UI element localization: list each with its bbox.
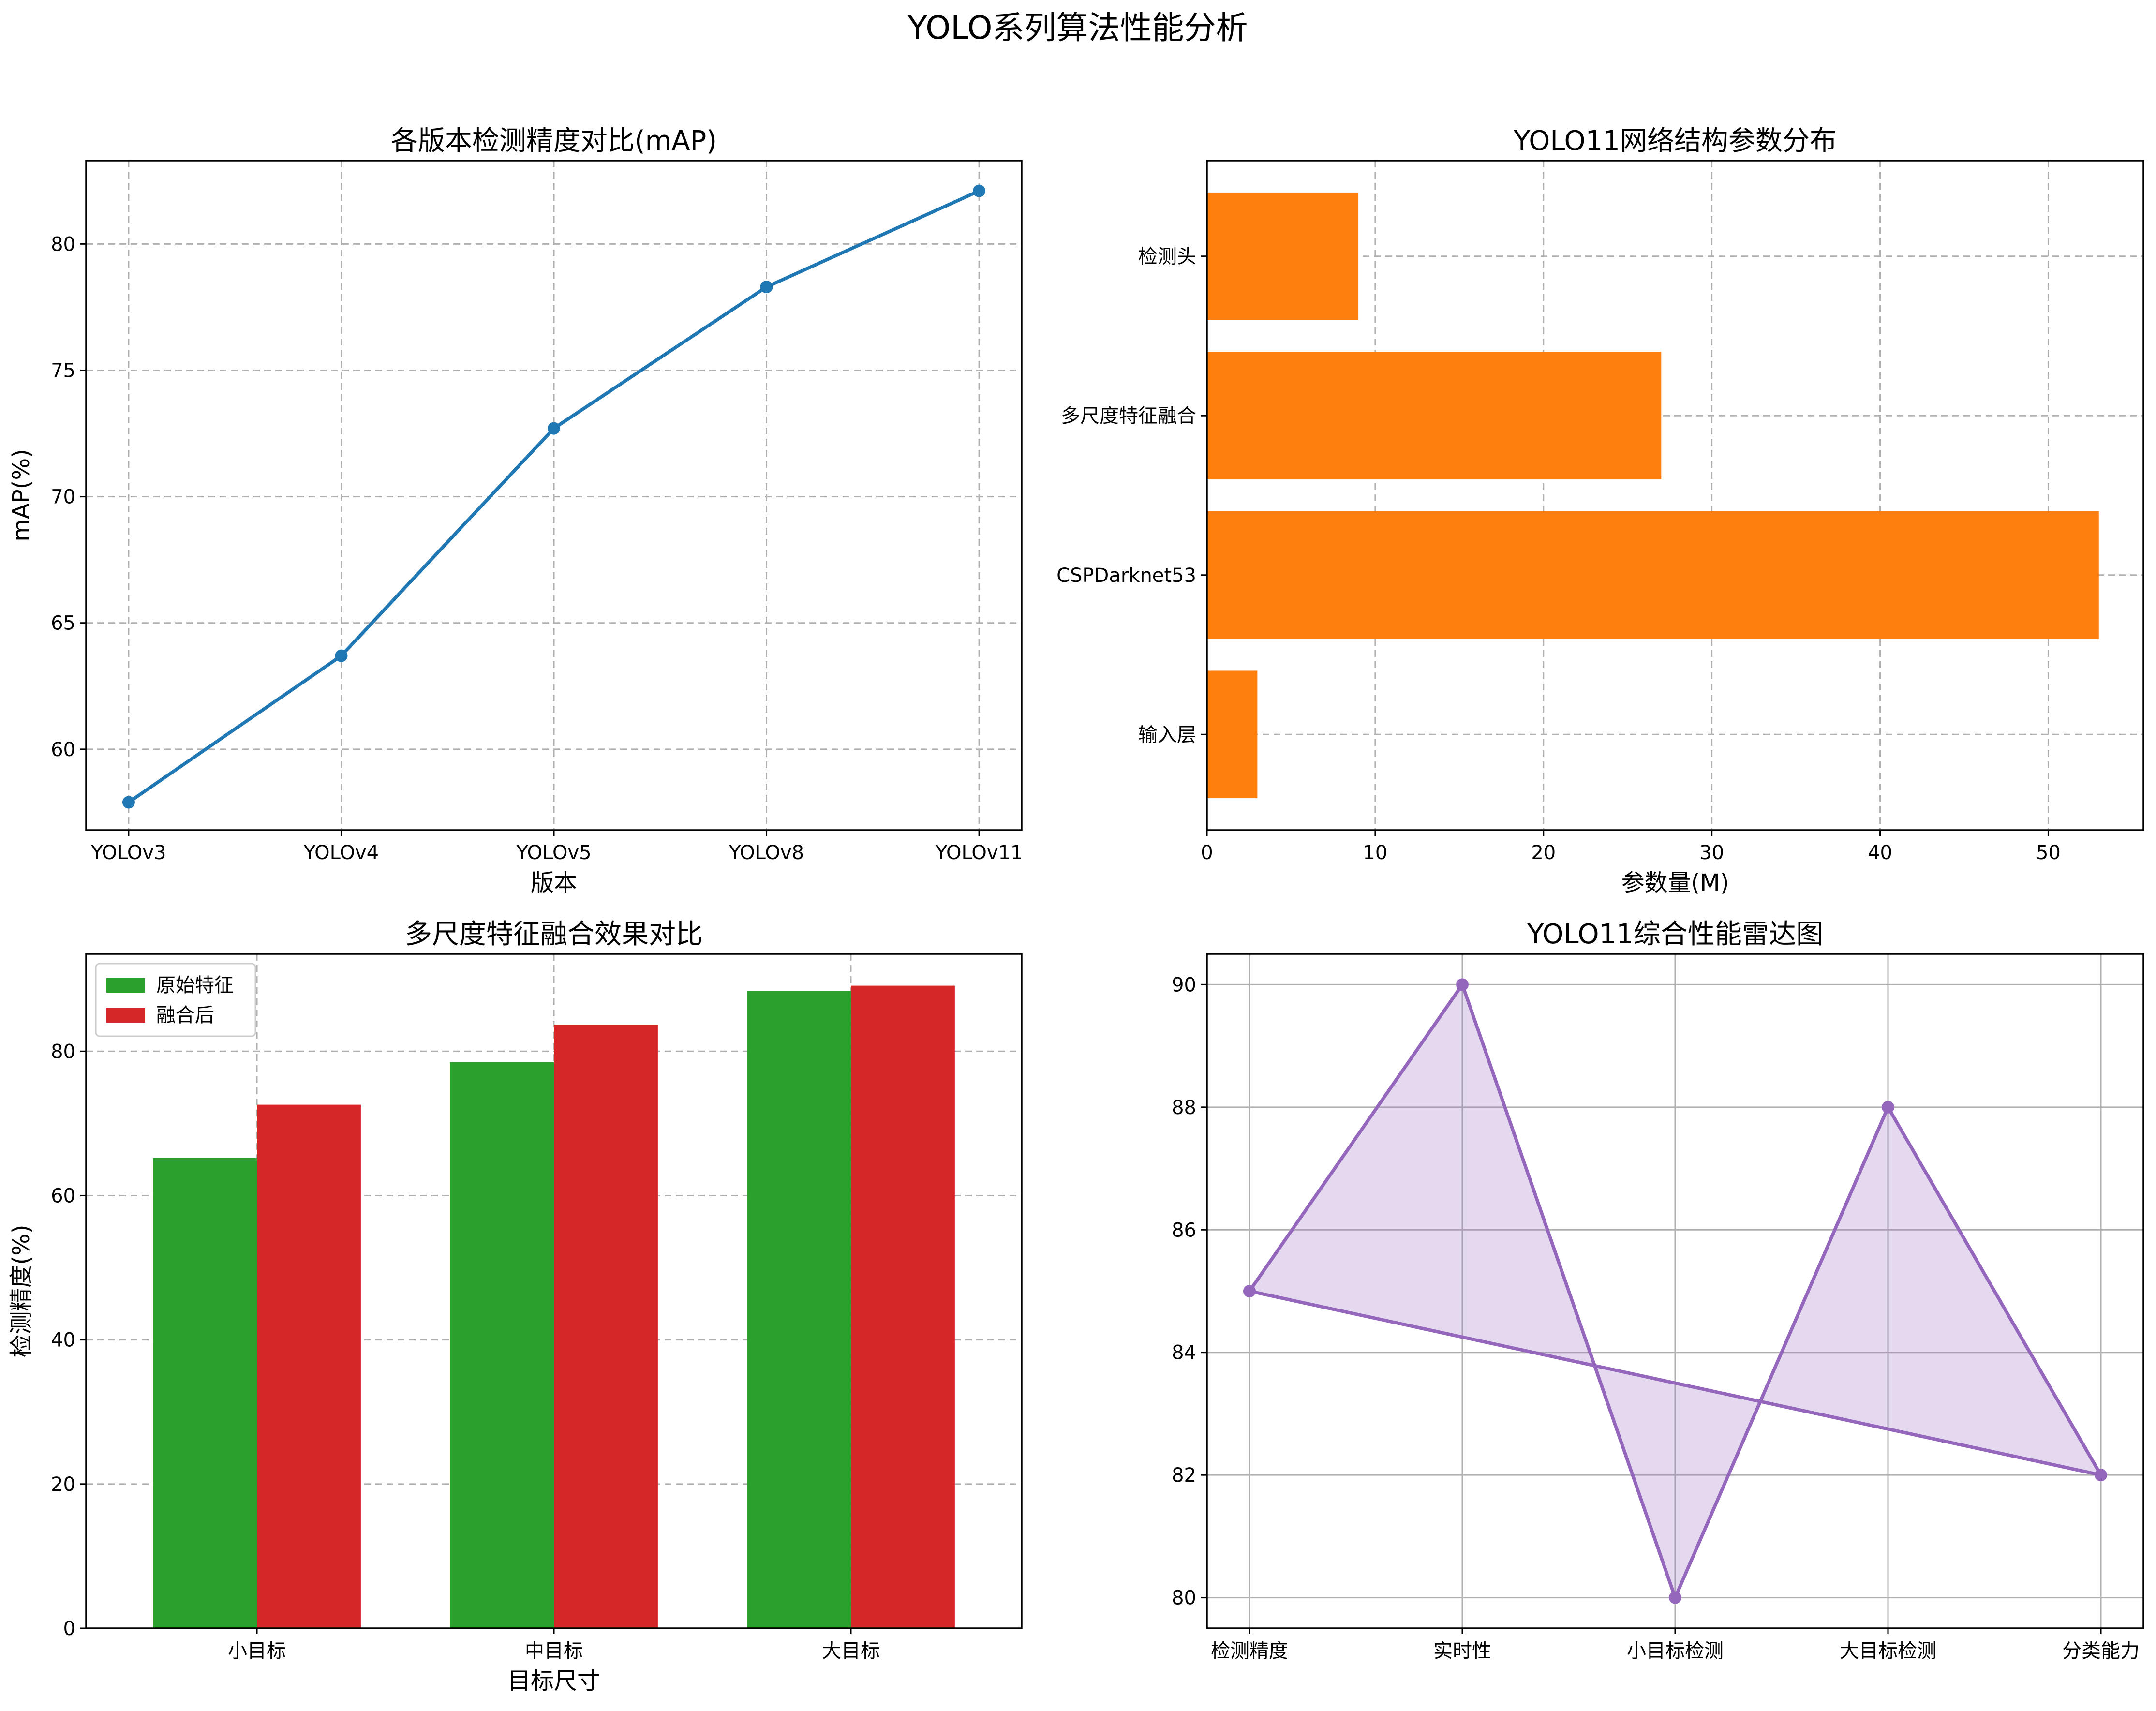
- radar-point-检测精度: [1243, 1285, 1256, 1297]
- y-tick-label-3-0: 0: [63, 1618, 75, 1640]
- chart-mAP-line: 60 65 70 75 80 YOLOv3 YOLOv4 YOLOv5 YOLOv8 YOLOv1…: [8, 125, 1023, 896]
- data-point-YOLOv8: [760, 281, 773, 294]
- y-tick-label-4-4: 88: [1172, 1097, 1196, 1119]
- axes-frame-3: [85, 953, 1023, 1629]
- y-tick-label-1-0: 60: [51, 739, 75, 761]
- x-tick-label-4-2: 小目标检测: [1627, 1640, 1724, 1662]
- legend-label-1: 融合后: [156, 1004, 214, 1027]
- data-point-YOLOv4: [335, 649, 348, 662]
- x-tick-label-1-2: YOLOv5: [516, 842, 591, 864]
- legend-label-0: 原始特征: [156, 974, 234, 997]
- y-tick-label-4-1: 82: [1172, 1464, 1196, 1487]
- radar-point-分类能力: [2095, 1469, 2107, 1482]
- radar-point-实时性: [1456, 978, 1469, 991]
- legend-swatch-1: [106, 1008, 145, 1023]
- panels: 60 65 70 75 80 YOLOv3 YOLOv4 YOLOv5 YOLOv8 YOLOv1…: [8, 125, 2144, 1695]
- x-tick-label-2-3: 30: [1699, 842, 1724, 864]
- y-tick-label-4-5: 90: [1172, 974, 1196, 996]
- data-point-YOLOv3: [122, 796, 135, 809]
- y-tick-label-3-2: 40: [51, 1329, 75, 1352]
- x-axis-label-2: 参数量(M): [1621, 869, 1729, 896]
- x-tick-label-3-0: 小目标: [228, 1640, 286, 1662]
- y-tick-label-4-2: 84: [1172, 1342, 1196, 1364]
- radar-point-小目标检测: [1669, 1591, 1681, 1604]
- x-tick-label-4-3: 大目标检测: [1840, 1640, 1936, 1662]
- y-tick-label-3-3: 60: [51, 1185, 75, 1207]
- x-tick-label-3-1: 中目标: [525, 1640, 583, 1662]
- y-tick-label-1-3: 75: [51, 359, 75, 382]
- bar-检测头: [1207, 192, 1359, 320]
- y-tick-label-4-0: 80: [1172, 1587, 1196, 1609]
- axes-title-1: 各版本检测精度对比(mAP): [391, 125, 717, 157]
- bar-融合后-小目标: [257, 1104, 361, 1628]
- x-tick-label-1-1: YOLOv4: [303, 842, 379, 864]
- x-tick-label-2-0: 0: [1201, 842, 1213, 864]
- figure-title: YOLO系列算法性能分析: [907, 9, 1248, 46]
- x-tick-label-2-1: 10: [1363, 842, 1387, 864]
- bar-输入层: [1207, 670, 1258, 799]
- radar-line: [1248, 982, 2103, 1600]
- x-tick-label-4-4: 分类能力: [2062, 1640, 2140, 1662]
- y-tick-label-1-4: 80: [51, 233, 75, 255]
- x-tick-label-1-4: YOLOv11: [935, 842, 1023, 864]
- bar-融合后-大目标: [850, 985, 955, 1628]
- data-point-YOLOv11: [973, 184, 986, 197]
- data-point-YOLOv5: [548, 422, 560, 435]
- axes-frame-4: [1206, 953, 2144, 1629]
- y-tick-label-3-4: 80: [51, 1041, 75, 1063]
- x-tick-label-4-1: 实时性: [1433, 1640, 1491, 1662]
- bar-CSPDarknet53: [1207, 511, 2099, 639]
- axes-frame-2: [1206, 160, 2144, 831]
- y-tick-label-2-3: 检测头: [1138, 246, 1196, 268]
- bar-融合后-中目标: [554, 1025, 658, 1628]
- y-tick-label-1-2: 70: [51, 486, 75, 508]
- y-tick-label-2-0: 输入层: [1138, 724, 1196, 746]
- x-tick-label-1-3: YOLOv8: [729, 842, 804, 864]
- x-tick-label-3-2: 大目标: [822, 1640, 880, 1662]
- x-axis-label-1: 版本: [531, 869, 577, 896]
- x-tick-label-1-0: YOLOv3: [90, 842, 166, 864]
- y-axis-label-3: 检测精度(%): [8, 1224, 35, 1357]
- axes-title-4: YOLO11综合性能雷达图: [1527, 919, 1823, 950]
- radar-point-大目标检测: [1882, 1101, 1894, 1114]
- chart-params-hbar: 0 10 20 30 40 50 输入层 CSPDarknet53 多尺度特征融合 检测头 YOLO…: [1056, 125, 2144, 896]
- bar-原始特征-小目标: [153, 1158, 257, 1628]
- x-tick-label-2-4: 40: [1868, 842, 1892, 864]
- radar-fill: [1249, 984, 2101, 1598]
- axes-title-3: 多尺度特征融合效果对比: [405, 919, 703, 950]
- x-axis-label-3: 目标尺寸: [507, 1667, 600, 1695]
- x-tick-label-4-0: 检测精度: [1211, 1640, 1288, 1662]
- bar-多尺度特征融合: [1207, 352, 1662, 480]
- y-tick-label-3-1: 20: [51, 1473, 75, 1496]
- bar-原始特征-中目标: [450, 1062, 554, 1628]
- y-tick-label-1-1: 65: [51, 612, 75, 635]
- y-tick-label-2-2: 多尺度特征融合: [1061, 405, 1196, 427]
- axes-frame-1: [85, 160, 1023, 831]
- y-tick-label-4-3: 86: [1172, 1219, 1196, 1241]
- x-tick-label-2-2: 20: [1531, 842, 1556, 864]
- y-axis-label-1: mAP(%): [8, 449, 35, 542]
- legend-swatch-0: [106, 978, 145, 993]
- axes-title-2: YOLO11网络结构参数分布: [1513, 125, 1837, 157]
- bar-原始特征-大目标: [747, 991, 851, 1628]
- y-tick-label-2-1: CSPDarknet53: [1056, 565, 1196, 587]
- chart-radar-filled: 80 82 84 86 88 90 检测精度 实时性 小目标检测 大目标检测 分类能力 YOLO11综…: [1172, 919, 2144, 1662]
- x-tick-label-2-5: 50: [2036, 842, 2061, 864]
